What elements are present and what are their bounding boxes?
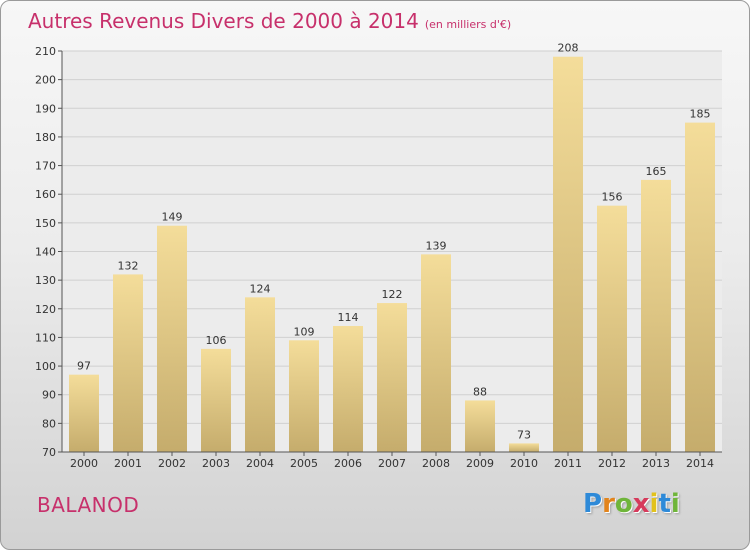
chart-title: Autres Revenus Divers de 2000 à 2014	[28, 9, 419, 33]
value-label-2010: 73	[517, 428, 531, 441]
bar-2007	[377, 303, 407, 452]
bar-2014	[685, 122, 715, 452]
x-tick-label-2006: 2006	[334, 457, 362, 470]
bar-2006	[333, 325, 363, 452]
bar-2013	[641, 179, 671, 452]
bar-2002	[157, 225, 187, 452]
bar-2012	[597, 205, 627, 452]
y-tick-label: 110	[35, 331, 56, 344]
value-label-2007: 122	[382, 288, 403, 301]
y-axis: 70 80 90 100 110 120 130 140 150 160 170 180 190 200 2…	[35, 45, 63, 459]
y-tick-label: 140	[35, 246, 56, 259]
logo-letter: x	[632, 489, 650, 519]
y-tick-label: 90	[42, 389, 56, 402]
y-tick-label: 100	[35, 360, 56, 373]
bar-2003	[201, 348, 231, 452]
bar-2001	[113, 274, 143, 452]
bar-2000	[69, 374, 99, 452]
bar-2011	[553, 56, 583, 452]
value-label-2012: 156	[602, 191, 623, 204]
bars	[69, 56, 715, 452]
x-axis: 2000 2001 2002 2003 2004 2005 2006 2007 2008 2009…	[62, 451, 722, 470]
value-label-2003: 106	[206, 334, 227, 347]
y-tick-label: 80	[42, 417, 56, 430]
y-tick-label: 210	[35, 45, 56, 58]
value-label-2000: 97	[77, 360, 91, 373]
x-tick-label-2003: 2003	[202, 457, 230, 470]
x-tick-label-2005: 2005	[290, 457, 318, 470]
x-tick-label-2002: 2002	[158, 457, 186, 470]
y-tick-label: 190	[35, 102, 56, 115]
logo-letter: i	[649, 489, 659, 519]
value-label-2009: 88	[473, 385, 487, 398]
chart-title-block: Autres Revenus Divers de 2000 à 2014 (en …	[28, 9, 511, 33]
value-label-2008: 139	[426, 239, 447, 252]
chart-subtitle: (en milliers d'€)	[424, 18, 512, 31]
bar-2004	[245, 297, 275, 452]
x-tick-label-2010: 2010	[510, 457, 538, 470]
value-labels: 97 132 149 106 124 109 114 122 139 88 73 208 156 165 1…	[77, 42, 711, 442]
x-tick-label-2001: 2001	[114, 457, 142, 470]
logo-letter: P	[583, 489, 603, 519]
y-tick-label: 170	[35, 160, 56, 173]
bar-2009	[465, 400, 495, 452]
value-label-2004: 124	[250, 282, 271, 295]
value-label-2011: 208	[558, 42, 579, 55]
x-tick-label-2004: 2004	[246, 457, 274, 470]
bar-2005	[289, 340, 319, 452]
value-label-2005: 109	[294, 325, 315, 338]
bar-2010	[509, 443, 539, 452]
x-tick-label-2013: 2013	[642, 457, 670, 470]
commune-name: BALANOD	[37, 493, 140, 517]
x-tick-label-2009: 2009	[466, 457, 494, 470]
y-tick-label: 150	[35, 217, 56, 230]
y-tick-label: 180	[35, 131, 56, 144]
x-tick-label-2014: 2014	[686, 457, 714, 470]
y-tick-label: 160	[35, 188, 56, 201]
y-tick-label: 70	[42, 446, 56, 459]
x-tick-label-2012: 2012	[598, 457, 626, 470]
logo-letter: r	[602, 489, 615, 519]
y-tick-label: 200	[35, 74, 56, 87]
x-tick-label-2000: 2000	[70, 457, 98, 470]
value-label-2014: 185	[690, 108, 711, 121]
x-tick-label-2007: 2007	[378, 457, 406, 470]
logo-letter: t	[658, 489, 671, 519]
logo-letter: i	[670, 489, 680, 519]
value-label-2006: 114	[338, 311, 359, 324]
x-tick-label-2008: 2008	[422, 457, 450, 470]
proxiti-logo[interactable]: Proxiti	[583, 489, 680, 519]
value-label-2001: 132	[118, 259, 139, 272]
bar-2008	[421, 254, 451, 452]
value-label-2013: 165	[646, 165, 667, 178]
y-tick-label: 120	[35, 303, 56, 316]
value-label-2002: 149	[162, 211, 183, 224]
y-tick-label: 130	[35, 274, 56, 287]
logo-letter: o	[614, 489, 633, 519]
x-tick-label-2011: 2011	[554, 457, 582, 470]
